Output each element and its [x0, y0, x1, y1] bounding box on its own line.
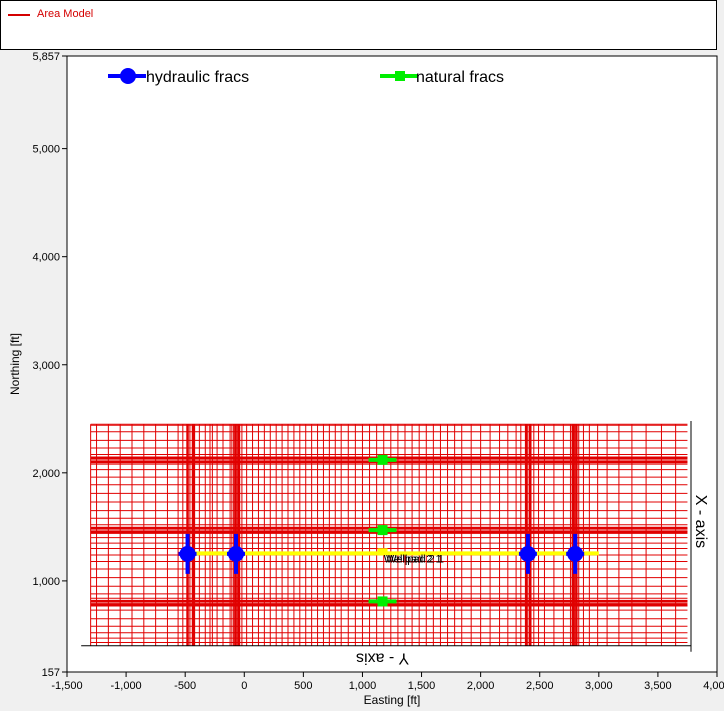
legend-series-label: natural fracs [416, 69, 504, 86]
legend-line-swatch [8, 14, 30, 16]
x-tick-label: 2,500 [526, 680, 554, 692]
well-label-overlap: Wellpad 2 1 [386, 553, 444, 565]
x-tick-label: 500 [294, 680, 312, 692]
x-axis-title: Easting [ft] [364, 693, 421, 707]
x-tick-label: 1,500 [408, 680, 436, 692]
legend-series-label: hydraulic fracs [146, 69, 249, 86]
well-label: Wellpad 2 1 [384, 553, 442, 565]
natural-frac-marker [377, 454, 388, 465]
x-tick-label: 3,500 [644, 680, 672, 692]
x-tick-label: 3,000 [585, 680, 613, 692]
plot-area [66, 55, 718, 673]
y-tick-label: 3,000 [32, 360, 60, 372]
hydraulic-frac-marker [228, 545, 244, 562]
legend-label: Area Model [37, 8, 94, 20]
y-tick-label: 5,857 [32, 51, 60, 63]
x-tick-label: 1,000 [349, 680, 377, 692]
x-tick-label: -500 [174, 680, 196, 692]
legend-series-marker [395, 71, 405, 81]
annotation-layer: Y - axis X - axis [81, 420, 709, 667]
natural-frac-marker [377, 596, 388, 607]
x-tick-label: 4,000 [703, 680, 724, 692]
y-tick-label: 2,000 [32, 468, 60, 480]
legend-series-marker [120, 68, 136, 84]
x-tick-label: -1,500 [51, 680, 82, 692]
y-tick-label: 4,000 [32, 252, 60, 264]
y-axis-title: Northing [ft] [8, 333, 22, 395]
y-tick-label: 5,000 [32, 144, 60, 156]
y-tick-label: 1,000 [32, 576, 60, 588]
series-legend: hydraulic fracs natural fracs [108, 68, 504, 86]
local-y-axis-label: Y - axis [356, 650, 409, 667]
axes: -1,500 -1,000 -500 0 500 1,000 1,500 2,000 2,500… [8, 51, 724, 707]
y-tick-label: 157 [42, 667, 60, 679]
x-tick-label: 2,000 [467, 680, 495, 692]
x-tick-label: 0 [241, 680, 247, 692]
natural-frac-marker [377, 525, 388, 536]
hydraulic-frac-marker [519, 545, 536, 562]
wellhead-marker [377, 548, 388, 556]
local-x-axis-label: X - axis [692, 495, 709, 548]
hydraulic-frac-marker [179, 545, 196, 562]
x-tick-label: -1,000 [110, 680, 141, 692]
legend-panel: Area Model [0, 0, 717, 50]
hydraulic-frac-marker [567, 545, 584, 562]
